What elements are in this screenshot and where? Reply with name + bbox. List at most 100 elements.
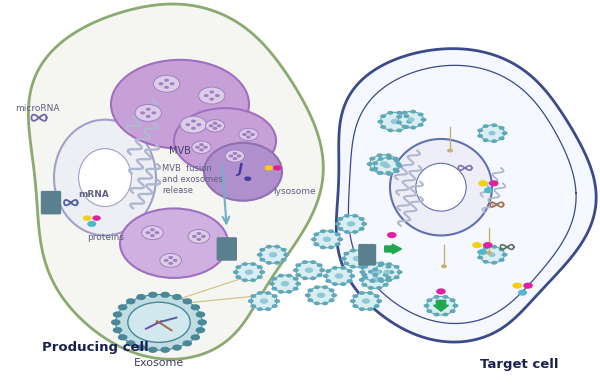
Text: microRNA: microRNA — [15, 103, 59, 113]
Circle shape — [441, 264, 447, 268]
Circle shape — [370, 168, 376, 171]
Circle shape — [310, 260, 316, 264]
Circle shape — [182, 298, 192, 305]
Circle shape — [257, 265, 263, 269]
Circle shape — [502, 253, 508, 257]
Circle shape — [164, 79, 169, 82]
Circle shape — [293, 287, 299, 291]
Circle shape — [340, 266, 346, 270]
Circle shape — [406, 120, 412, 124]
Circle shape — [314, 301, 320, 305]
Circle shape — [347, 279, 353, 283]
Circle shape — [272, 275, 298, 292]
Circle shape — [407, 117, 415, 122]
Circle shape — [403, 114, 409, 118]
Circle shape — [325, 269, 331, 273]
Circle shape — [344, 214, 350, 218]
Circle shape — [368, 270, 374, 274]
Circle shape — [154, 75, 180, 92]
Ellipse shape — [390, 139, 492, 235]
Circle shape — [191, 334, 200, 340]
Circle shape — [383, 283, 389, 287]
Circle shape — [274, 261, 280, 265]
Circle shape — [332, 282, 338, 286]
Circle shape — [296, 262, 322, 279]
Circle shape — [370, 261, 376, 265]
Circle shape — [365, 252, 371, 256]
Circle shape — [338, 215, 364, 232]
Circle shape — [344, 230, 350, 234]
Circle shape — [164, 86, 169, 89]
Circle shape — [367, 162, 373, 166]
Circle shape — [196, 238, 201, 241]
Circle shape — [188, 229, 209, 243]
Circle shape — [376, 270, 382, 274]
Circle shape — [479, 247, 505, 263]
Circle shape — [319, 268, 325, 272]
Circle shape — [385, 276, 391, 279]
Circle shape — [380, 161, 388, 167]
Circle shape — [402, 111, 408, 115]
Circle shape — [209, 124, 214, 127]
FancyBboxPatch shape — [358, 244, 376, 266]
Circle shape — [118, 304, 127, 310]
Circle shape — [150, 234, 155, 237]
Circle shape — [483, 242, 493, 248]
Circle shape — [142, 226, 163, 240]
Circle shape — [449, 298, 455, 302]
Circle shape — [512, 283, 522, 289]
Circle shape — [343, 252, 349, 256]
Circle shape — [233, 270, 239, 274]
Circle shape — [271, 287, 277, 291]
Circle shape — [246, 135, 251, 139]
Circle shape — [146, 231, 151, 234]
Circle shape — [388, 270, 394, 274]
Circle shape — [359, 227, 365, 231]
Circle shape — [209, 90, 214, 93]
Circle shape — [136, 294, 146, 300]
Circle shape — [486, 251, 492, 255]
Circle shape — [347, 221, 355, 227]
Circle shape — [257, 307, 263, 311]
Circle shape — [368, 286, 374, 290]
Circle shape — [394, 265, 400, 269]
Circle shape — [427, 309, 433, 313]
Circle shape — [313, 242, 319, 246]
Circle shape — [418, 113, 424, 117]
Circle shape — [229, 154, 233, 157]
Circle shape — [482, 260, 488, 264]
Circle shape — [392, 157, 398, 161]
Circle shape — [335, 232, 341, 236]
Circle shape — [434, 295, 440, 299]
Circle shape — [302, 276, 308, 280]
Circle shape — [362, 265, 368, 269]
Circle shape — [337, 237, 343, 241]
Circle shape — [424, 304, 430, 308]
Circle shape — [337, 227, 343, 231]
Circle shape — [283, 253, 289, 257]
Circle shape — [199, 87, 225, 104]
Circle shape — [271, 277, 277, 281]
Circle shape — [140, 111, 145, 114]
Circle shape — [307, 298, 313, 302]
Circle shape — [160, 347, 170, 353]
Circle shape — [427, 298, 433, 302]
Circle shape — [383, 164, 391, 168]
Circle shape — [359, 291, 365, 295]
Text: Exosome: Exosome — [134, 358, 184, 368]
Circle shape — [328, 229, 334, 233]
Circle shape — [191, 120, 196, 123]
Circle shape — [380, 112, 409, 131]
Circle shape — [332, 266, 338, 270]
Circle shape — [374, 304, 380, 308]
Circle shape — [374, 158, 400, 174]
Circle shape — [197, 319, 207, 325]
Circle shape — [378, 171, 384, 175]
Circle shape — [278, 274, 284, 278]
Text: MVB: MVB — [169, 146, 191, 156]
Circle shape — [205, 120, 224, 132]
Circle shape — [353, 293, 379, 310]
Circle shape — [172, 294, 182, 300]
Circle shape — [378, 277, 384, 281]
Circle shape — [489, 180, 499, 186]
